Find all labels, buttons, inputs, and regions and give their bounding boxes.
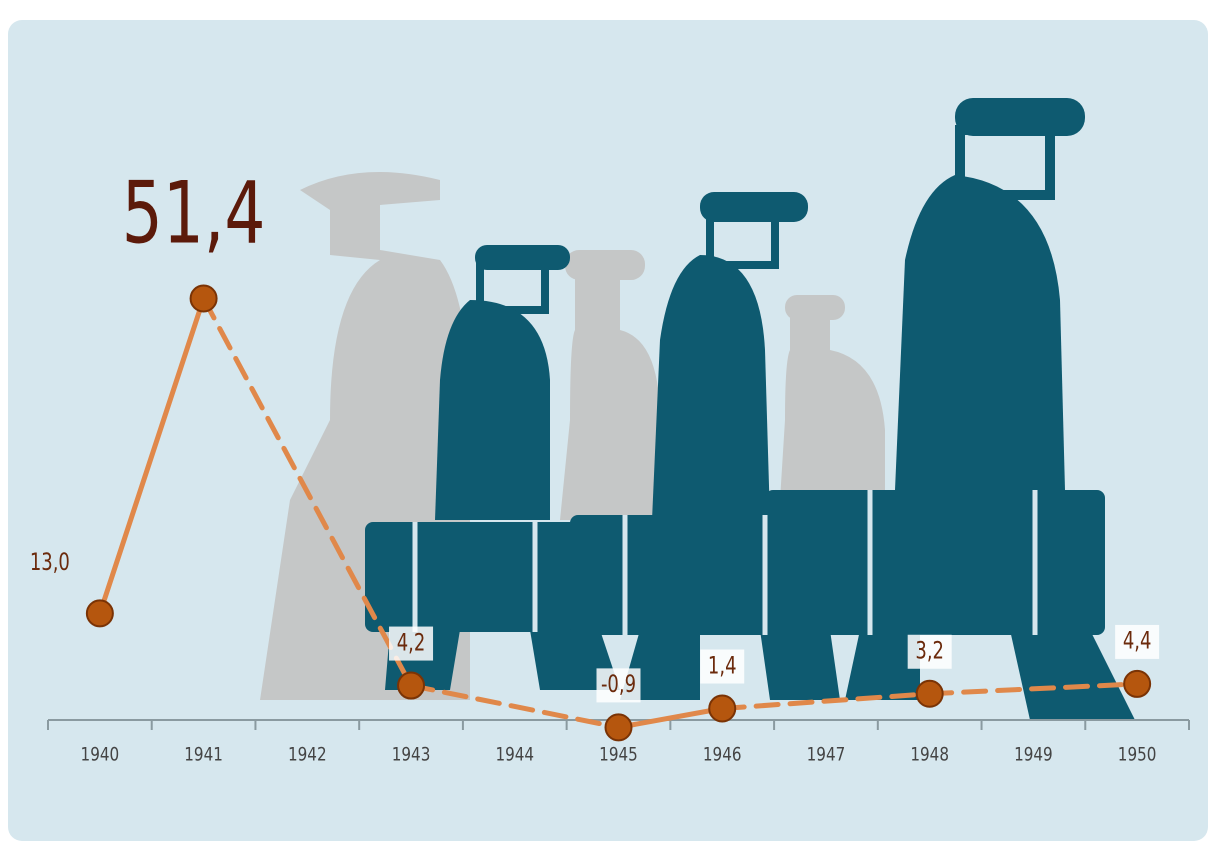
- x-tick-label: 1945: [599, 744, 638, 766]
- data-point: [709, 696, 735, 722]
- x-tick-label: 1941: [184, 744, 223, 766]
- data-point: [191, 286, 217, 312]
- x-tick-label: 1943: [392, 744, 431, 766]
- data-point: [1124, 671, 1150, 697]
- x-tick-label: 1940: [81, 744, 120, 766]
- data-point: [606, 714, 632, 740]
- data-point: [87, 600, 113, 626]
- data-point: [398, 673, 424, 699]
- x-tick-label: 1947: [807, 744, 846, 766]
- value-label: 13,0: [30, 549, 70, 577]
- value-label: 4,2: [397, 629, 426, 657]
- chart: 1940 1941 1942 1943 1944 1945 1946 1947 1948 1949…: [0, 0, 1215, 841]
- x-tick-label: 1944: [495, 744, 534, 766]
- x-tick-label: 1950: [1118, 744, 1157, 766]
- x-tick-label: 1942: [288, 744, 327, 766]
- x-tick-label: 1948: [910, 744, 949, 766]
- value-label: 1,4: [708, 652, 737, 680]
- x-tick-label: 1949: [1014, 744, 1053, 766]
- data-point: [917, 681, 943, 707]
- value-label: 51,4: [122, 162, 266, 263]
- x-tick-label: 1946: [703, 744, 742, 766]
- value-label: 4,4: [1123, 627, 1152, 655]
- value-label: -0,9: [601, 671, 636, 699]
- value-label: 3,2: [915, 637, 944, 665]
